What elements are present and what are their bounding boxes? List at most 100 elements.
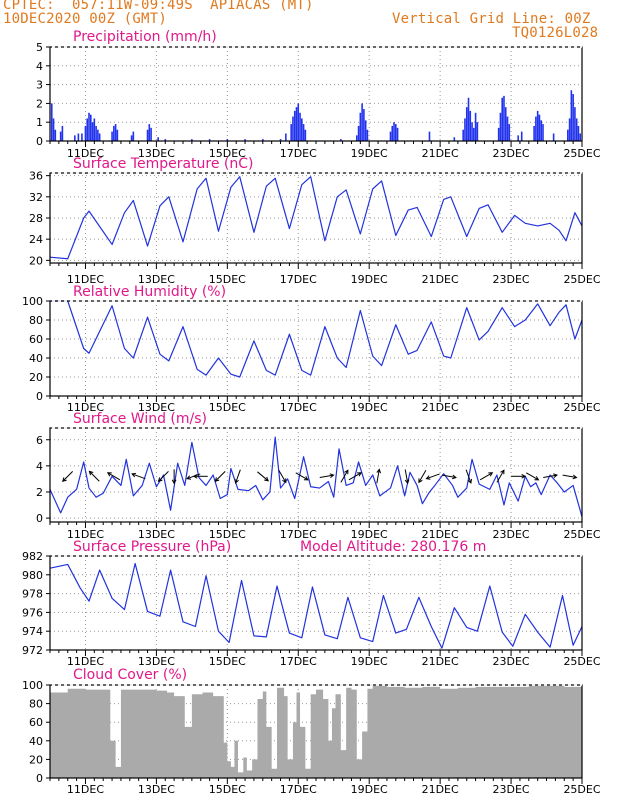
precip-bar bbox=[113, 125, 115, 141]
wind-arrow bbox=[526, 472, 540, 481]
wind-arrow bbox=[257, 471, 269, 482]
y-tick-label: 2 bbox=[36, 486, 43, 499]
precip-bar bbox=[61, 125, 64, 141]
precip-bar bbox=[132, 131, 135, 141]
precip-bar bbox=[567, 129, 569, 141]
x-tick-label: 19DEC bbox=[351, 528, 388, 541]
precip-bar bbox=[357, 125, 360, 141]
precip-bar bbox=[297, 103, 300, 141]
wind-arrow-head bbox=[500, 469, 505, 475]
wind-arrow bbox=[562, 474, 578, 480]
wind-arrow bbox=[511, 473, 527, 479]
wind-arrow bbox=[442, 474, 457, 480]
x-tick-label: 23DEC bbox=[493, 783, 530, 796]
wind-arrow-head bbox=[329, 473, 335, 478]
x-tick-label: 17DEC bbox=[280, 783, 317, 796]
wind-arrow-shaft bbox=[442, 474, 456, 479]
y-tick-label: 32 bbox=[29, 191, 43, 204]
x-tick-label: 25DEC bbox=[563, 147, 600, 160]
precip-bar bbox=[389, 131, 392, 141]
wind-arrow bbox=[234, 469, 241, 484]
precip-bar bbox=[577, 125, 580, 141]
precip-bar bbox=[552, 133, 555, 141]
panel-3 bbox=[46, 427, 583, 528]
header-run-date: 10DEC2020 00Z (GMT) bbox=[3, 11, 167, 27]
precip-bar bbox=[503, 95, 505, 141]
wind-arrow-shaft bbox=[257, 471, 269, 482]
precip-bar bbox=[393, 122, 395, 141]
precip-bar bbox=[474, 112, 477, 141]
x-tick-label: 25DEC bbox=[563, 655, 600, 668]
precip-bar bbox=[520, 131, 523, 141]
precip-bar bbox=[428, 131, 431, 141]
precip-bar bbox=[88, 112, 90, 141]
y-tick-label: 0 bbox=[36, 135, 43, 148]
wind-arrow-head bbox=[214, 477, 220, 482]
precip-bar bbox=[84, 125, 87, 141]
x-tick-label: 15DEC bbox=[209, 401, 246, 414]
x-tick-label: 21DEC bbox=[422, 783, 459, 796]
wind-arrow-head bbox=[344, 469, 349, 475]
wind-arrow-head bbox=[303, 476, 309, 481]
wind-arrow-shaft bbox=[214, 471, 226, 482]
precip-bar bbox=[395, 124, 397, 141]
precip-bar bbox=[208, 139, 211, 141]
precip-bar bbox=[462, 129, 464, 141]
precip-bar bbox=[497, 127, 500, 141]
wind-arrow-head bbox=[264, 476, 269, 482]
x-tick-label: 21DEC bbox=[422, 655, 459, 668]
panel-annotation: Model Altitude: 280.176 m bbox=[300, 539, 486, 555]
wind-arrow-shaft bbox=[426, 473, 440, 480]
wind-arrow-shaft bbox=[496, 469, 505, 483]
y-tick-label: 3 bbox=[36, 79, 43, 92]
precip-bar bbox=[366, 129, 369, 141]
x-tick-label: 13DEC bbox=[138, 528, 175, 541]
x-tick-label: 11DEC bbox=[67, 401, 104, 414]
precip-bar bbox=[146, 129, 149, 141]
wind-arrow bbox=[496, 469, 505, 483]
precip-bar bbox=[111, 131, 113, 141]
x-tick-label: 15DEC bbox=[209, 655, 246, 668]
panel-4 bbox=[46, 555, 583, 656]
wind-arrow bbox=[171, 469, 177, 485]
precip-bar bbox=[157, 137, 159, 141]
precip-bar bbox=[293, 110, 296, 141]
panel-title: Relative Humidity (%) bbox=[73, 284, 226, 300]
precip-bar bbox=[302, 124, 305, 141]
precip-bar bbox=[359, 112, 362, 141]
y-tick-label: 40 bbox=[29, 735, 43, 748]
precip-bar bbox=[473, 127, 475, 141]
wind-arrow-head bbox=[88, 470, 94, 476]
precip-bar bbox=[93, 118, 96, 141]
precip-bar bbox=[91, 122, 94, 141]
x-tick-label: 13DEC bbox=[138, 273, 175, 286]
precip-bar bbox=[476, 122, 479, 141]
panel-0 bbox=[46, 46, 583, 147]
y-tick-label: 2 bbox=[36, 97, 43, 110]
precip-bar bbox=[391, 125, 394, 141]
precip-bar bbox=[292, 116, 294, 141]
x-tick-label: 11DEC bbox=[67, 147, 104, 160]
wind-arrow-head bbox=[488, 472, 494, 477]
wind-arrow bbox=[404, 469, 410, 485]
x-tick-label: 15DEC bbox=[209, 273, 246, 286]
wind-arrow-shaft bbox=[348, 472, 362, 481]
x-tick-label: 17DEC bbox=[280, 655, 317, 668]
wind-arrow-shaft bbox=[107, 472, 121, 481]
y-tick-label: 60 bbox=[29, 716, 43, 729]
precip-bar bbox=[164, 139, 167, 141]
wind-arrow-head bbox=[376, 468, 382, 474]
x-tick-label: 13DEC bbox=[138, 783, 175, 796]
panel-title: Surface Wind (m/s) bbox=[73, 411, 207, 427]
wind-arrow bbox=[543, 473, 559, 479]
wind-arrow-shaft bbox=[278, 469, 287, 483]
y-tick-label: 974 bbox=[22, 625, 43, 638]
precip-bar bbox=[568, 118, 571, 141]
wind-arrow-shaft bbox=[376, 469, 380, 484]
y-tick-label: 982 bbox=[22, 550, 43, 563]
x-tick-label: 17DEC bbox=[280, 528, 317, 541]
precip-bar bbox=[86, 118, 89, 141]
y-tick-label: 980 bbox=[22, 569, 43, 582]
y-tick-label: 20 bbox=[29, 753, 43, 766]
